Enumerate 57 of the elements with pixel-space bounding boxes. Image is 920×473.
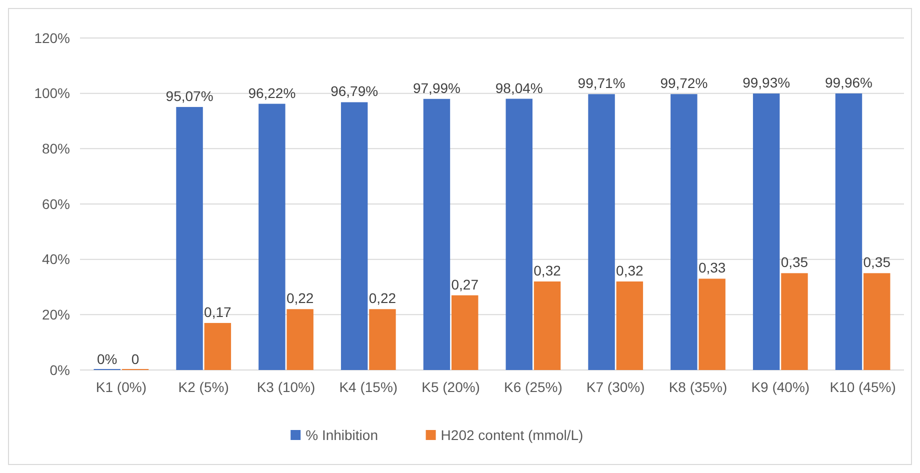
data-label: 0% (97, 351, 118, 367)
y-tick-label: 20% (42, 306, 70, 323)
bar (506, 98, 532, 370)
bar (698, 278, 726, 370)
bar (616, 281, 644, 370)
x-tick-label: K9 (40%) (751, 379, 810, 395)
bar (204, 322, 232, 370)
y-tick-label: 40% (42, 251, 70, 268)
y-tick-label: 60% (42, 196, 70, 212)
bar (423, 98, 450, 370)
x-tick-label: K7 (30%) (586, 379, 645, 395)
bar (258, 104, 286, 370)
x-tick-label: K8 (35%) (668, 379, 728, 395)
bar (176, 106, 203, 370)
data-label: 0,17 (204, 304, 232, 320)
bar (752, 94, 780, 370)
data-label: 97,99% (412, 80, 460, 96)
x-tick-label: K3 (10%) (256, 379, 316, 395)
data-label: 0,32 (616, 262, 644, 278)
data-label: 99,72% (660, 75, 708, 92)
legend-label: H202 content (mmol/L) (440, 426, 584, 443)
bar (588, 94, 615, 370)
data-label: 0,22 (368, 290, 396, 306)
bar (340, 102, 368, 370)
data-label: 0,22 (286, 290, 314, 306)
bar (670, 94, 698, 370)
bar (286, 309, 314, 370)
bar (452, 295, 478, 370)
x-tick-label: K1 (0%) (96, 379, 146, 395)
legend-label: % Inhibition (306, 426, 378, 443)
bar (835, 93, 862, 370)
y-tick-label: 100% (34, 85, 70, 102)
bar (781, 273, 808, 370)
bar (369, 309, 396, 370)
x-tick-label: K5 (20%) (422, 379, 480, 395)
data-label: 99,71% (578, 75, 626, 92)
x-tick-label: K6 (25%) (504, 379, 562, 395)
data-label: 96,79% (330, 83, 378, 100)
y-tick-label: 80% (42, 140, 70, 157)
x-tick-label: K2 (5%) (178, 379, 229, 395)
data-label: 99,93% (742, 74, 790, 91)
data-label: 0 (131, 351, 140, 367)
data-label: 95,07% (166, 88, 214, 104)
y-tick-label: 0% (50, 362, 70, 378)
data-label: 0,32 (534, 262, 562, 278)
data-label: 0,35 (780, 254, 808, 270)
bar (534, 281, 561, 370)
data-label: 96,22% (248, 84, 296, 101)
bar (864, 273, 890, 370)
data-label: 98,04% (495, 80, 543, 96)
x-tick-label: K10 (45%) (830, 379, 896, 395)
data-label: 0,33 (698, 260, 726, 276)
data-label: 0,35 (863, 254, 891, 270)
data-label: 99,96% (824, 74, 872, 90)
x-tick-label: K4 (15%) (339, 379, 398, 395)
data-label: 0,27 (451, 276, 479, 292)
y-tick-label: 120% (34, 30, 70, 46)
